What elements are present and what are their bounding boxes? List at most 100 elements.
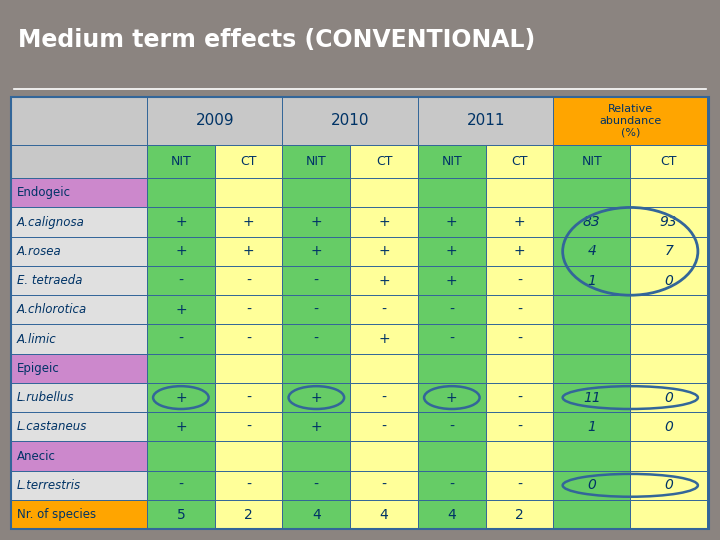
Text: -: - [517,303,522,317]
Text: +: + [175,303,186,317]
Bar [11,354,147,383]
Text: -: - [246,332,251,346]
Bar [630,412,707,442]
Text: Medium term effects (CONVENTIONAL): Medium term effects (CONVENTIONAL) [18,29,535,52]
Bar [630,207,707,237]
Bar [554,266,630,295]
Text: -: - [314,332,319,346]
Text: +: + [175,244,186,258]
Bar [630,383,707,412]
Bar [147,354,215,383]
Bar [418,471,486,500]
Bar [282,295,350,325]
Bar [147,145,215,178]
Bar [282,145,350,178]
Text: CT: CT [660,155,677,168]
Text: 0: 0 [665,478,673,492]
Bar [282,442,350,471]
Text: -: - [246,274,251,288]
Bar [554,207,630,237]
Bar [215,412,282,442]
Text: +: + [310,390,322,404]
Text: 83: 83 [583,215,600,229]
Bar [282,266,350,295]
Bar [282,471,350,500]
Bar [418,412,486,442]
Bar [147,442,215,471]
Bar [418,354,486,383]
Bar [630,354,707,383]
Bar [486,295,554,325]
Bar [418,500,486,529]
Text: 4: 4 [588,244,596,258]
Text: -: - [382,420,387,434]
Bar [486,178,554,207]
Bar [350,354,418,383]
Text: -: - [314,478,319,492]
Bar [215,266,282,295]
Text: E. tetraeda: E. tetraeda [17,274,82,287]
Bar [11,383,147,412]
Bar [282,178,350,207]
Text: CT: CT [376,155,392,168]
Bar [486,266,554,295]
Text: +: + [310,244,322,258]
Bar [11,412,147,442]
Text: -: - [517,390,522,404]
Bar [215,471,282,500]
Text: 4: 4 [379,508,389,522]
Text: +: + [175,215,186,229]
Bar [215,207,282,237]
Text: +: + [446,215,458,229]
Bar [11,97,147,145]
Bar [0,0,720,92]
Bar [215,237,282,266]
Text: Epigeic: Epigeic [17,362,59,375]
Bar [350,207,418,237]
Text: 2011: 2011 [467,113,505,129]
Bar [11,178,147,207]
Text: 0: 0 [665,390,673,404]
Text: -: - [314,274,319,288]
Bar [147,295,215,325]
Bar [350,442,418,471]
Bar [215,295,282,325]
Bar [350,325,418,354]
Text: A.rosea: A.rosea [17,245,61,258]
Bar [215,442,282,471]
Text: 1: 1 [588,420,596,434]
Text: CT: CT [240,155,257,168]
Text: 5: 5 [176,508,185,522]
Bar [215,145,282,178]
Text: -: - [314,303,319,317]
Bar [630,178,707,207]
Text: L.terrestris: L.terrestris [17,479,81,492]
Text: +: + [378,244,390,258]
Bar [486,412,554,442]
Text: 4: 4 [312,508,320,522]
Bar [554,97,707,145]
Bar [147,266,215,295]
Bar [486,471,554,500]
Text: +: + [514,244,526,258]
Bar [350,471,418,500]
Text: +: + [243,215,254,229]
Bar [554,500,630,529]
Text: 0: 0 [665,420,673,434]
Bar [282,383,350,412]
Text: +: + [378,215,390,229]
Bar [11,97,709,529]
Text: 11: 11 [583,390,600,404]
Text: -: - [382,303,387,317]
Bar [215,354,282,383]
Bar [282,325,350,354]
Bar [350,412,418,442]
Bar [418,442,486,471]
Bar [630,266,707,295]
Bar [418,178,486,207]
Bar [486,325,554,354]
Text: Nr. of species: Nr. of species [17,508,96,521]
Bar [486,237,554,266]
Bar [215,178,282,207]
Bar [630,145,707,178]
